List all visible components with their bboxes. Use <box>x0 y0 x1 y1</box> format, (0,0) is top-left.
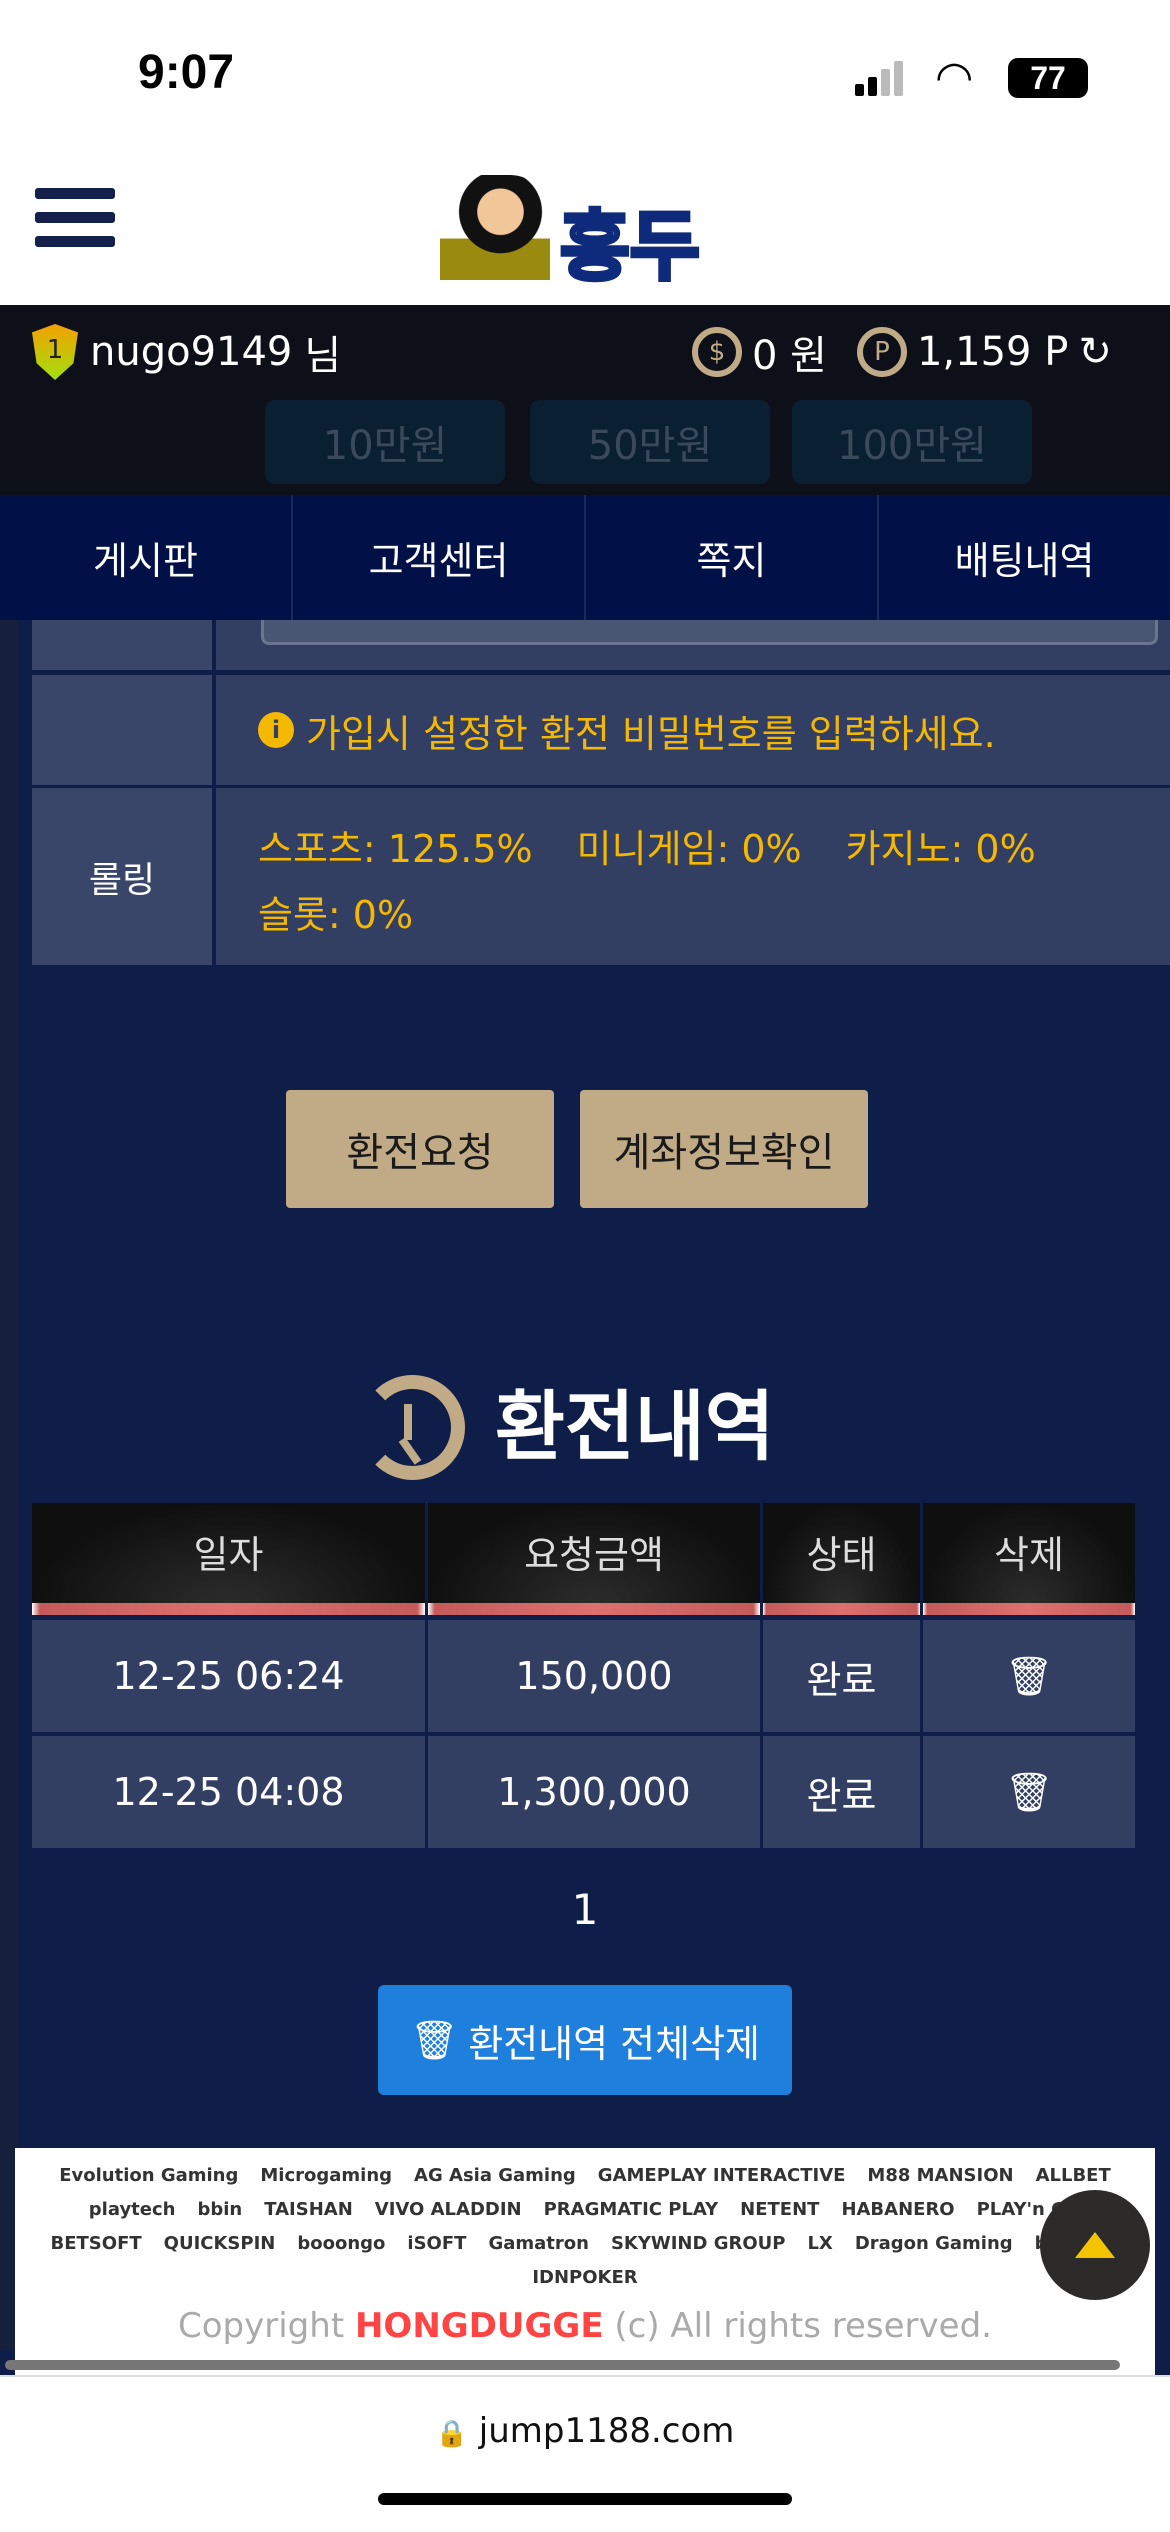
url-text: jump1188.com <box>478 2411 735 2451</box>
provider-logo: M88 MANSION <box>867 2165 1014 2186</box>
info-cell: i 가입시 설정한 환전 비밀번호를 입력하세요. <box>216 675 1170 785</box>
username-suffix: 님 <box>304 333 342 379</box>
account-info-button[interactable]: 계좌정보확인 <box>580 1090 868 1208</box>
provider-logo: AG Asia Gaming <box>414 2165 576 2186</box>
history-icon <box>360 1375 465 1480</box>
provider-logo: NETENT <box>740 2199 820 2220</box>
username: nugo9149 <box>90 329 293 375</box>
provider-logo: booongo <box>297 2233 386 2254</box>
quick-amount-button[interactable]: 50만원 <box>530 400 770 484</box>
password-input[interactable] <box>261 620 1158 645</box>
scroll-top-button[interactable] <box>1040 2190 1150 2300</box>
row-date: 12-25 04:08 <box>32 1736 425 1848</box>
copyright-text: Copyright <box>178 2306 355 2346</box>
info-text: 가입시 설정한 환전 비밀번호를 입력하세요. <box>306 711 996 756</box>
lock-icon: 🔒 <box>435 2419 468 2449</box>
delete-all-button[interactable]: 🗑 환전내역 전체삭제 <box>378 1985 792 2095</box>
caret-up-icon <box>1075 2232 1115 2258</box>
mascot-image <box>440 175 550 280</box>
form-label-cell <box>32 620 212 670</box>
delete-all-label: 환전내역 전체삭제 <box>468 2021 760 2066</box>
browser-bar: 🔒 jump1188.com <box>0 2375 1170 2532</box>
delete-row-button[interactable]: 🗑 <box>923 1736 1135 1848</box>
provider-logo: BETSOFT <box>50 2233 142 2254</box>
copyright: Copyright HONGDUGGE (c) All rights reser… <box>15 2306 1155 2346</box>
trash-icon: 🗑 <box>1004 1769 1054 1814</box>
nav-bet-history[interactable]: 배팅내역 <box>954 539 1095 583</box>
form-label-cell <box>32 675 212 785</box>
row-date: 12-25 06:24 <box>32 1620 425 1732</box>
exchange-request-button[interactable]: 환전요청 <box>286 1090 554 1208</box>
point-balance: 1,159 P <box>916 329 1069 375</box>
battery-icon: 77 <box>1008 58 1088 98</box>
provider-logo: Dragon Gaming <box>854 2233 1013 2254</box>
level-badge-icon: 1 <box>32 324 78 380</box>
delete-row-button[interactable]: 🗑 <box>923 1620 1135 1732</box>
row-amount: 1,300,000 <box>428 1736 760 1848</box>
provider-logo: Gamatron <box>488 2233 589 2254</box>
left-edge <box>0 620 18 2350</box>
provider-logo: PRAGMATIC PLAY <box>543 2199 719 2220</box>
rolling-slot: 슬롯: 0% <box>258 893 414 937</box>
copyright-text: (c) All rights reserved. <box>603 2306 992 2346</box>
rolling-sports: 스포츠: 125.5% <box>258 827 533 871</box>
nav-messages[interactable]: 쪽지 <box>586 495 879 620</box>
main-nav: 게시판 고객센터 쪽지 배팅내역 <box>0 495 1170 620</box>
info-icon: i <box>258 712 294 748</box>
provider-logo: IDNPOKER <box>532 2267 638 2288</box>
row-status: 완료 <box>763 1736 920 1848</box>
wifi-icon: ◠ <box>935 52 974 103</box>
rolling-minigame: 미니게임: 0% <box>576 827 802 871</box>
provider-logo: Microgaming <box>260 2165 393 2186</box>
brand-name: HONGDUGGE <box>354 2306 604 2346</box>
column-delete: 삭제 <box>923 1503 1135 1615</box>
provider-logo: QUICKSPIN <box>163 2233 276 2254</box>
column-amount: 요청금액 <box>428 1503 760 1615</box>
column-status: 상태 <box>763 1503 920 1615</box>
column-date: 일자 <box>32 1503 425 1615</box>
point-icon: P <box>856 327 907 377</box>
rolling-cell: 스포츠: 125.5% 미니게임: 0% 카지노: 0% 슬롯: 0% <box>216 788 1170 965</box>
clock: 9:07 <box>138 46 235 99</box>
provider-logo: VIVO ALADDIN <box>374 2199 522 2220</box>
history-title: 환전내역 <box>495 1382 775 1471</box>
horizontal-scrollbar[interactable] <box>5 2360 1120 2370</box>
coin-icon: $ <box>692 327 742 377</box>
site-logo[interactable]: 홍두깨 <box>410 165 760 403</box>
form-cell <box>216 620 1170 670</box>
pagination-page[interactable]: 1 <box>571 1885 599 1934</box>
provider-logo: SKYWIND GROUP <box>610 2233 786 2254</box>
site-header <box>0 160 1170 305</box>
row-status: 완료 <box>763 1620 920 1732</box>
signal-icon <box>855 60 905 96</box>
menu-icon[interactable] <box>0 160 140 305</box>
quick-amount-button[interactable]: 100만원 <box>792 400 1032 484</box>
provider-logo: playtech <box>88 2199 176 2220</box>
refresh-icon[interactable]: ↻ <box>1078 329 1112 375</box>
status-bar: 9:07 ◠ 77 <box>0 0 1170 160</box>
row-amount: 150,000 <box>428 1620 760 1732</box>
address-bar[interactable]: 🔒 jump1188.com <box>0 2411 1170 2451</box>
money-balance: 0 원 <box>752 333 827 379</box>
rolling-label: 롤링 <box>32 788 212 965</box>
rolling-casino: 카지노: 0% <box>845 827 1036 871</box>
provider-logo: LX <box>807 2233 833 2254</box>
provider-logo: HABANERO <box>841 2199 955 2220</box>
home-indicator <box>378 2493 792 2505</box>
provider-logo: GAMEPLAY INTERACTIVE <box>597 2165 846 2186</box>
nav-board[interactable]: 게시판 <box>0 495 293 620</box>
provider-logo: bbin <box>197 2199 243 2220</box>
quick-amount-button[interactable]: 10만원 <box>265 400 505 484</box>
trash-icon: 🗑 <box>1004 1653 1054 1698</box>
provider-logos: Evolution Gaming Microgaming AG Asia Gamin… <box>15 2148 1155 2308</box>
provider-logo: TAISHAN <box>264 2199 353 2220</box>
provider-logo: Evolution Gaming <box>59 2165 239 2186</box>
nav-support[interactable]: 고객센터 <box>293 495 586 620</box>
provider-logo: iSOFT <box>407 2233 467 2254</box>
provider-logo: ALLBET <box>1035 2165 1111 2186</box>
trash-icon: 🗑 <box>409 2017 459 2062</box>
